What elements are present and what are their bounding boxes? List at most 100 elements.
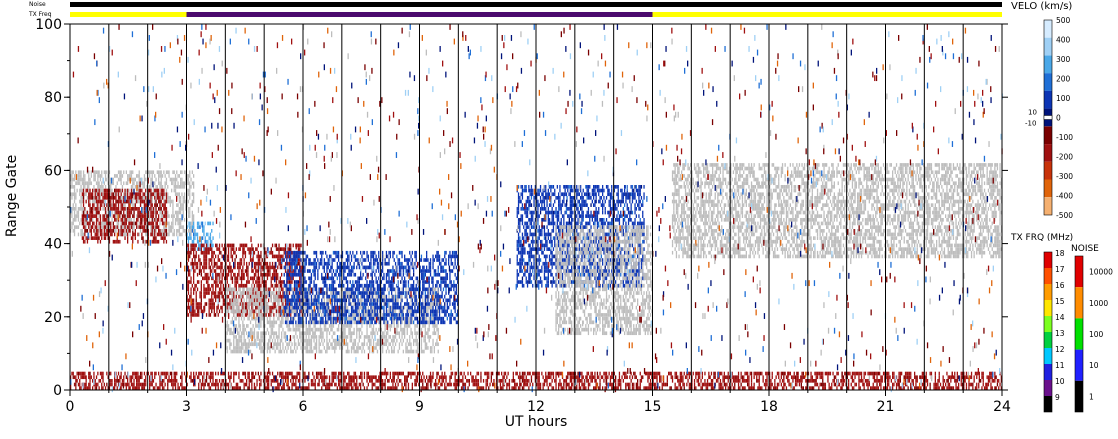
echo-cell [309,327,311,332]
echo-cell [306,327,309,332]
echo-cell [312,327,314,332]
echo-cell [173,232,175,237]
echo-cell [283,283,285,288]
echo-cell [112,192,114,197]
echo-cell [339,335,341,339]
echo-cell [213,313,215,317]
echo-cell [85,181,87,186]
echo-cell [436,324,438,328]
echo-cell [238,316,240,321]
echo-cell [318,294,320,299]
echo-cell [229,327,231,332]
echo-cell [296,309,298,314]
echo-cell [139,196,142,200]
echo-cell [277,258,279,262]
echo-cell [353,254,355,259]
echo-cell [424,342,426,347]
echo-cell [299,320,301,325]
echo-cell [260,309,262,314]
echo-cell [116,207,118,211]
echo-cell [198,280,200,284]
echo-cell [310,320,313,325]
echo-cell [290,272,292,277]
echo-cell [323,280,325,284]
echo-cell [343,294,345,299]
echo-cell [336,342,338,347]
echo-cell [202,243,204,248]
echo-cell [327,298,329,303]
echo-cell [332,320,335,325]
echo-cell [159,181,161,186]
echo-cell [198,309,200,314]
echo-cell [265,283,267,288]
echo-cell [247,316,249,321]
echo-cell [224,313,226,317]
echo-cell [296,302,298,306]
echo-cell [244,338,247,343]
echo-cell [260,342,262,347]
echo-cell [328,287,331,292]
echo-cell [264,280,266,284]
echo-cell [384,335,386,339]
echo-cell [234,276,236,281]
echo-cell [286,309,288,314]
echo-cell [379,346,381,350]
echo-cell [340,335,342,339]
echo-cell [182,185,184,189]
echo-cell [154,218,156,222]
echo-cell [187,229,190,233]
echo-cell [205,280,208,284]
echo-cell [158,214,160,218]
echo-cell [95,232,98,237]
echo-cell [356,313,358,317]
echo-cell [435,320,437,325]
echo-cell [207,276,209,281]
echo-cell [266,309,269,314]
echo-cell [401,331,403,336]
txfreq-segment [70,12,187,17]
echo-cell [194,287,196,292]
echo-cell [312,298,314,303]
echo-cell [407,316,410,321]
echo-cell [361,298,363,303]
echo-cell [437,349,439,354]
echo-cell [200,283,202,288]
echo-cell [252,335,254,339]
echo-cell [252,254,254,259]
echo-cell [154,174,156,178]
echo-cell [411,331,413,336]
echo-cell [104,188,107,193]
echo-cell [224,287,226,292]
echo-cell [336,291,338,295]
echo-cell [358,283,360,288]
echo-cell [196,232,199,237]
echo-cell [334,302,336,306]
echo-cell [338,305,340,310]
echo-cell [240,280,243,284]
echo-cell [349,313,351,317]
echo-cell [290,298,292,303]
echo-cell [350,346,353,350]
echo-cell [116,181,118,186]
echo-cell [243,272,245,277]
echo-cell [365,269,367,273]
echo-cell [194,229,196,233]
echo-cell [235,327,237,332]
echo-cell [229,346,231,350]
echo-cell [401,305,403,310]
echo-cell [321,349,323,354]
echo-cell [248,302,250,306]
echo-cell [345,342,347,347]
echo-cell [167,232,169,237]
echo-cell [248,291,250,295]
echo-cell [327,302,329,306]
echo-cell [155,236,157,240]
echo-cell [424,316,426,321]
echo-cell [187,250,190,255]
echo-cell [270,327,272,332]
echo-cell [125,170,127,175]
echo-cell [352,287,354,292]
echo-cell [296,313,298,317]
echo-cell [304,302,306,306]
echo-cell [354,342,357,347]
